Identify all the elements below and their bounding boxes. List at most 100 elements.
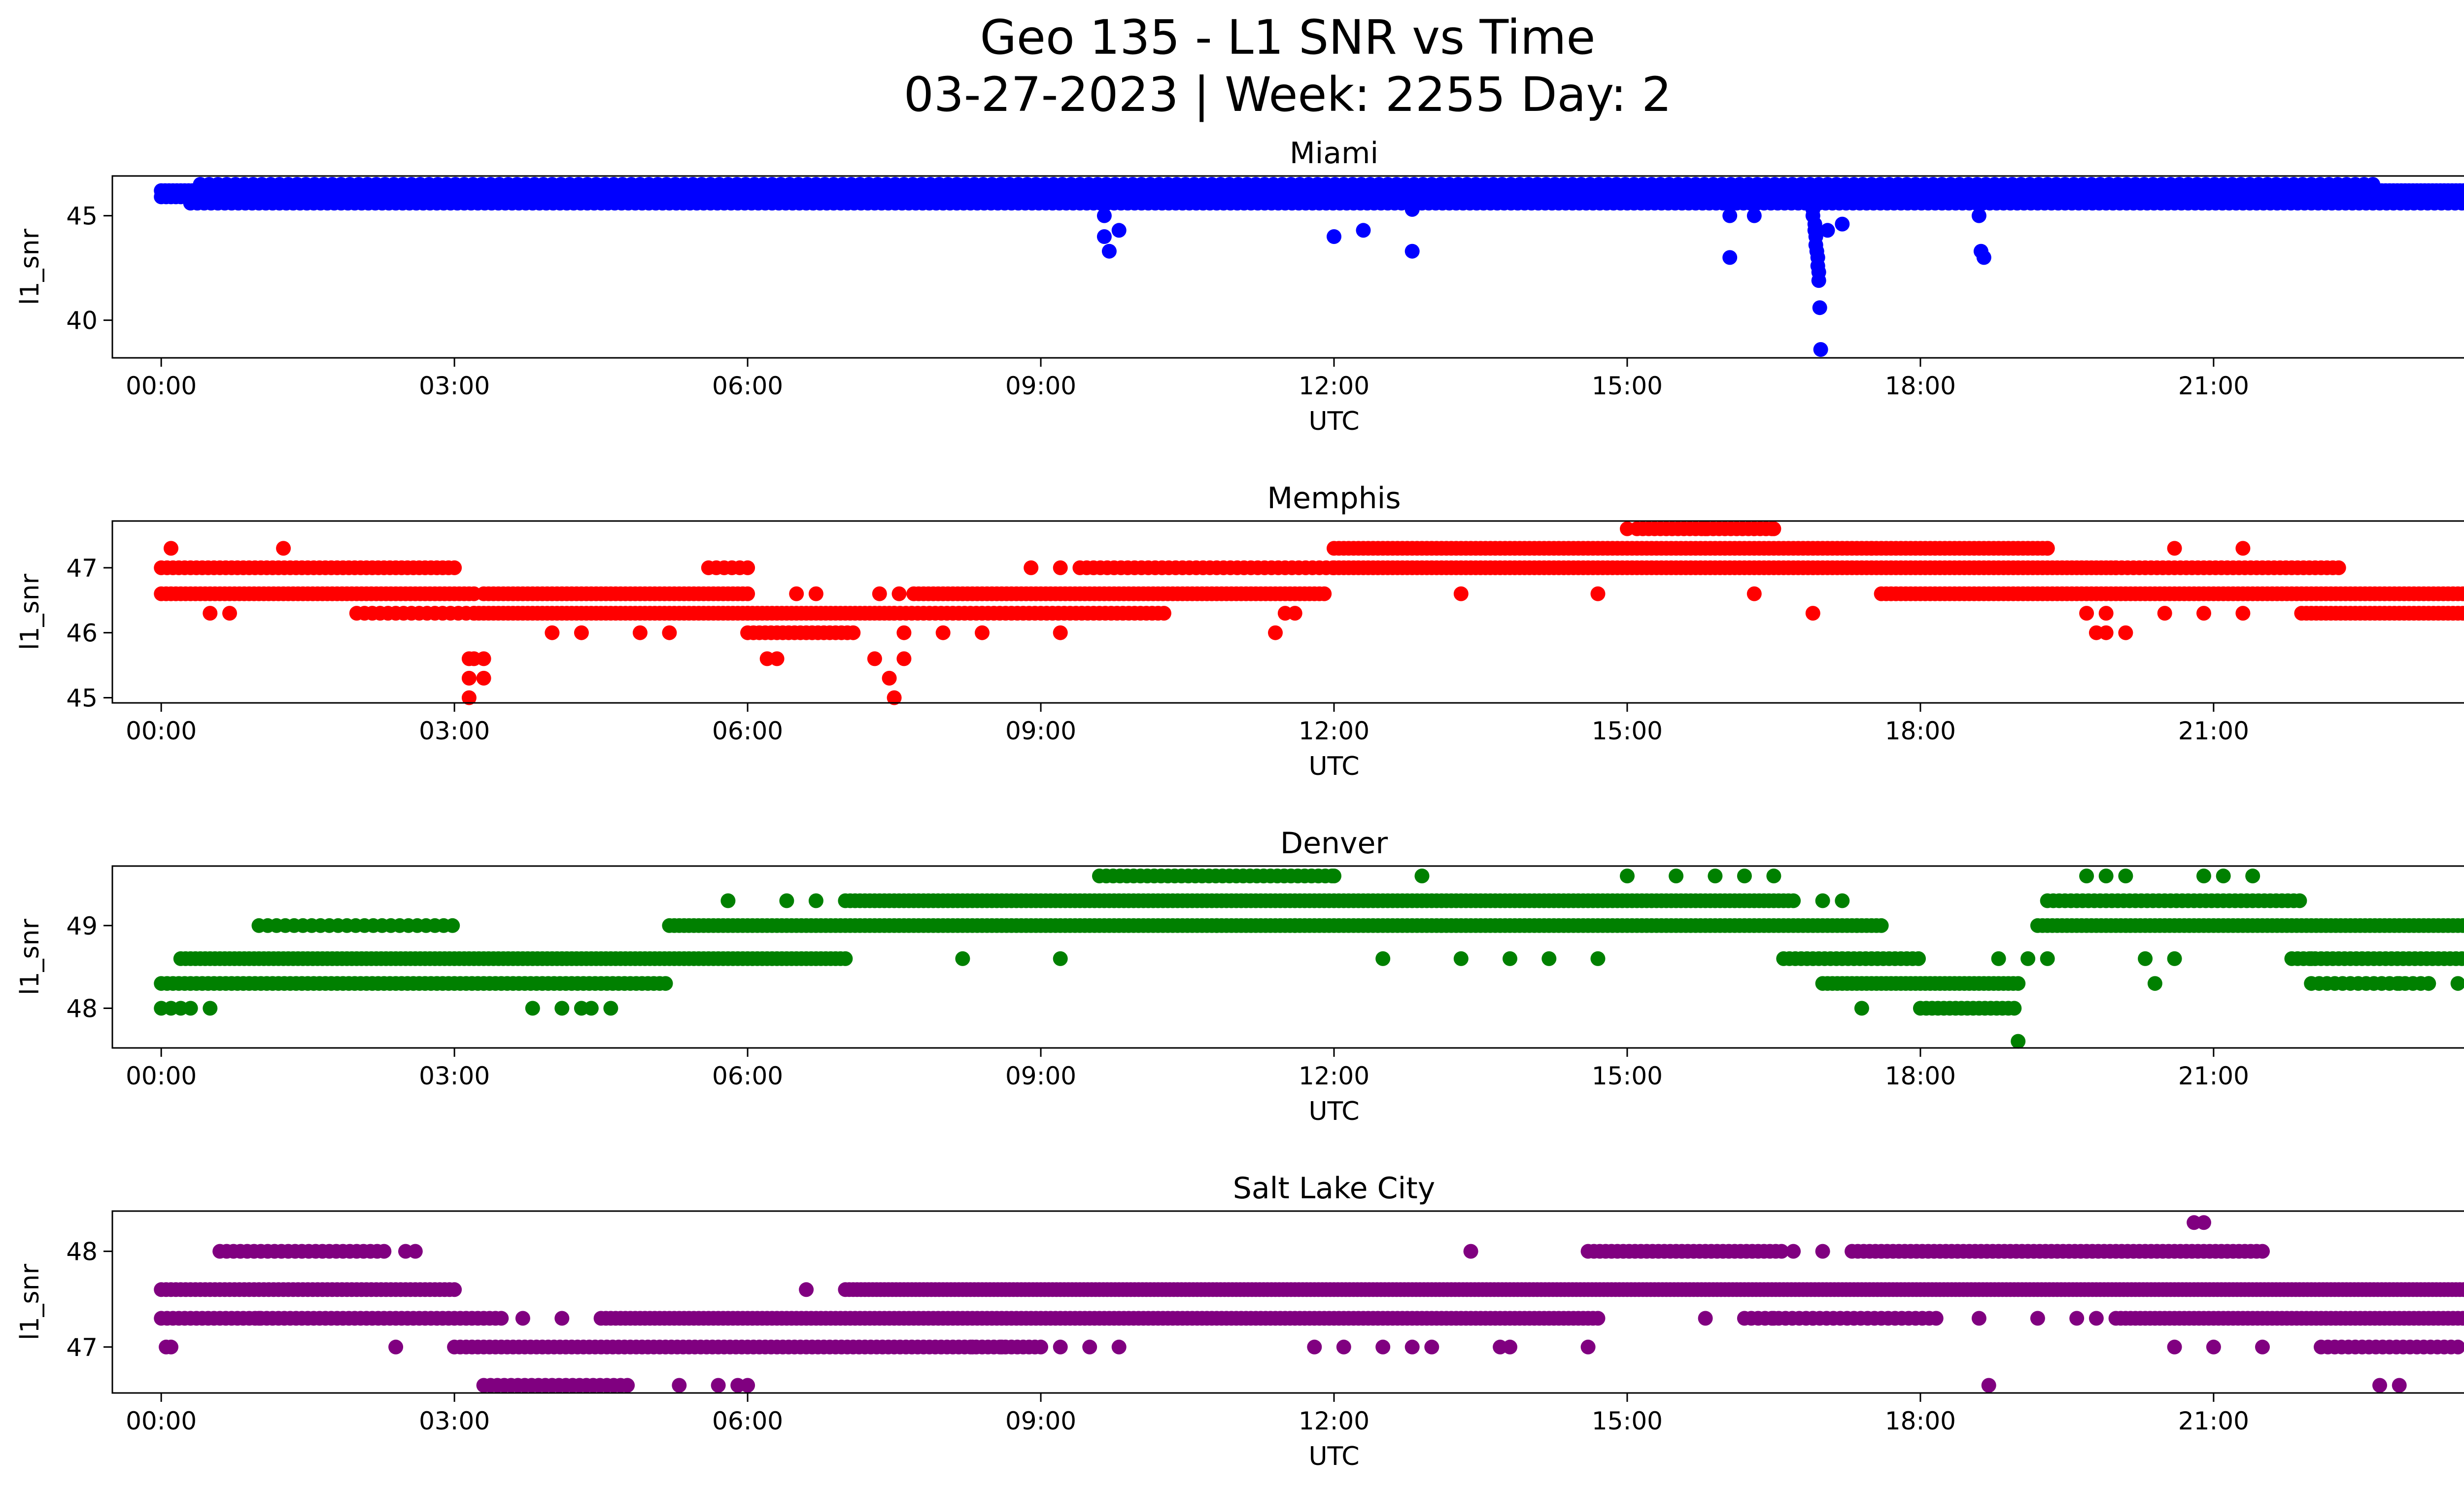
data-point xyxy=(1864,541,1879,556)
data-point xyxy=(2304,951,2319,966)
data-point xyxy=(740,586,755,601)
data-point xyxy=(545,625,560,640)
data-point xyxy=(203,1001,218,1016)
panel-title-salt-lake-city: Salt Lake City xyxy=(1233,1171,1436,1206)
data-point xyxy=(720,893,736,908)
y-axis-label: l1_snr xyxy=(15,573,45,650)
x-tick-label: 21:00 xyxy=(2178,717,2249,745)
x-tick-label: 18:00 xyxy=(1885,1062,1956,1090)
x-axis-label: UTC xyxy=(1308,1097,1359,1126)
series-denver xyxy=(154,869,2464,1049)
data-point xyxy=(1849,918,1864,933)
data-point xyxy=(1404,202,1420,217)
data-point xyxy=(1669,869,1684,884)
data-point xyxy=(2460,607,2464,620)
data-point xyxy=(887,690,902,705)
data-point xyxy=(276,541,291,556)
x-tick-label: 09:00 xyxy=(1005,717,1076,745)
data-point xyxy=(1928,1311,1944,1326)
data-point xyxy=(1053,625,1068,640)
data-point xyxy=(2118,869,2133,884)
x-tick-label: 03:00 xyxy=(419,1062,490,1090)
data-point xyxy=(1156,606,1171,621)
data-point xyxy=(769,651,785,666)
data-point xyxy=(1590,951,1606,966)
y-tick-label: 46 xyxy=(66,619,98,648)
data-point xyxy=(447,1282,462,1297)
data-point xyxy=(2460,1283,2464,1296)
data-point xyxy=(2460,587,2464,600)
data-point xyxy=(2138,951,2153,966)
data-point xyxy=(1327,869,1341,884)
data-point xyxy=(975,625,990,640)
data-point xyxy=(1766,869,1781,884)
data-point xyxy=(1101,243,1117,259)
data-point xyxy=(1746,208,1762,223)
data-point xyxy=(1766,521,1781,536)
data-point xyxy=(164,541,178,556)
data-point xyxy=(1786,893,1801,908)
data-point xyxy=(2040,951,2055,966)
data-point xyxy=(2216,869,2231,884)
data-point xyxy=(583,1001,599,1016)
x-tick-label: 18:00 xyxy=(1885,717,1956,745)
data-point xyxy=(808,893,823,908)
data-point xyxy=(896,651,912,666)
data-point xyxy=(1287,918,1302,933)
data-point xyxy=(846,625,861,640)
data-point xyxy=(1722,208,1738,223)
y-tick-label: 45 xyxy=(66,684,98,712)
data-point xyxy=(1541,951,1557,966)
data-point xyxy=(1708,869,1723,884)
data-point xyxy=(183,1001,198,1016)
data-point xyxy=(838,951,853,966)
data-point xyxy=(891,586,907,601)
data-point xyxy=(2079,606,2094,621)
data-point xyxy=(2235,541,2251,556)
data-point xyxy=(1820,223,1835,238)
data-point xyxy=(632,625,648,640)
data-point xyxy=(789,586,804,601)
data-point xyxy=(1404,243,1420,259)
y-tick-label: 40 xyxy=(66,307,98,335)
data-point xyxy=(1835,893,1850,908)
panel-title-miami: Miami xyxy=(1290,136,1378,171)
data-point xyxy=(476,651,491,666)
y-axis-label: l1_snr xyxy=(15,228,45,305)
x-tick-label: 15:00 xyxy=(1592,1062,1663,1090)
data-point xyxy=(2235,606,2251,621)
data-point xyxy=(1268,625,1283,640)
data-point xyxy=(1453,586,1469,601)
series-salt-lake-city xyxy=(154,1215,2464,1393)
data-point xyxy=(461,690,477,705)
x-tick-label: 09:00 xyxy=(1005,1062,1076,1090)
data-point xyxy=(2011,1034,2026,1049)
data-point xyxy=(1356,223,1371,238)
figure-title-line1: Geo 135 - L1 SNR vs Time xyxy=(980,10,1596,65)
data-point xyxy=(2098,606,2114,621)
data-point xyxy=(2079,869,2094,884)
data-point xyxy=(1813,342,1828,357)
data-point xyxy=(1874,918,1889,933)
data-point xyxy=(872,586,887,601)
data-point xyxy=(658,976,673,991)
data-point xyxy=(1096,229,1112,244)
data-point xyxy=(1503,951,1517,966)
data-point xyxy=(935,625,951,640)
x-tick-label: 21:00 xyxy=(2178,372,2249,400)
x-tick-label: 00:00 xyxy=(126,1062,197,1090)
data-point xyxy=(1590,586,1606,601)
x-tick-label: 00:00 xyxy=(126,717,197,745)
data-point xyxy=(1024,560,1039,575)
data-point xyxy=(2460,919,2464,932)
data-point xyxy=(2461,197,2464,209)
data-point xyxy=(1053,560,1068,575)
data-point xyxy=(2245,869,2260,884)
data-point xyxy=(2392,976,2407,991)
data-point xyxy=(2157,606,2172,621)
data-point xyxy=(603,1001,618,1016)
data-point xyxy=(1620,869,1635,884)
